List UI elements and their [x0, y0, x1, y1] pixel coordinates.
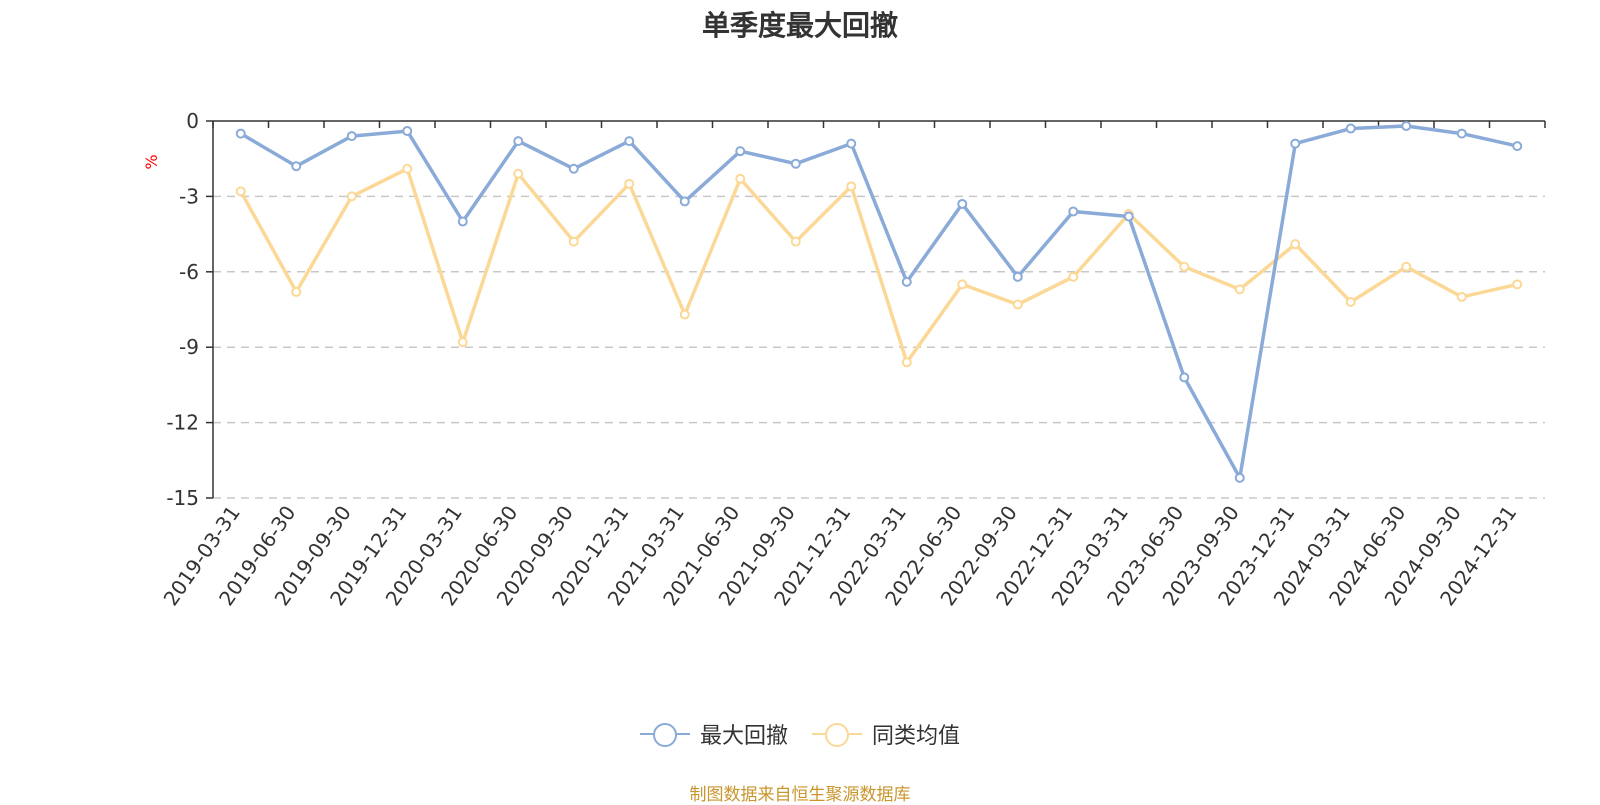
series-1-point[interactable] [1234, 472, 1245, 483]
series-1-point[interactable] [513, 136, 524, 147]
series-1-line [239, 124, 1518, 480]
series-1-point[interactable] [235, 128, 246, 139]
series-2-point[interactable] [846, 181, 857, 192]
series-1-point[interactable] [624, 136, 635, 147]
series-1-point[interactable] [957, 198, 968, 209]
series-2-point[interactable] [1401, 261, 1412, 272]
series-2-point[interactable] [1345, 296, 1356, 307]
series-1-point[interactable] [1012, 271, 1023, 282]
series-2-point[interactable] [735, 173, 746, 184]
series-2-point[interactable] [901, 357, 912, 368]
chart-title: 单季度最大回撤 [701, 9, 898, 42]
series-2-point[interactable] [513, 168, 524, 179]
series-1-point[interactable] [790, 158, 801, 169]
y-tick-label: -9 [179, 335, 199, 359]
series-2-point[interactable] [402, 163, 413, 174]
series-2-point[interactable] [568, 236, 579, 247]
series-1-point[interactable] [291, 161, 302, 172]
series-2-point[interactable] [457, 337, 468, 348]
series-1-point[interactable] [346, 131, 357, 142]
series-2-point[interactable] [957, 279, 968, 290]
series-1-point[interactable] [901, 276, 912, 287]
series-1-point[interactable] [679, 196, 690, 207]
series-1-point[interactable] [1456, 128, 1467, 139]
series-2-point[interactable] [1012, 299, 1023, 310]
series-2-point[interactable] [1068, 271, 1079, 282]
y-tick-label: -15 [166, 486, 199, 510]
legend-label-series-2: 同类均值 [872, 724, 961, 749]
series-2-line [239, 167, 1518, 365]
series-1-point[interactable] [846, 138, 857, 149]
series-2-point[interactable] [1512, 279, 1523, 290]
series-1-point[interactable] [1345, 123, 1356, 134]
line-chart: 0-3-6-9-12-152019-03-312019-06-302019-09… [142, 109, 1546, 610]
series-1-point[interactable] [1068, 206, 1079, 217]
series-2-legend-icon [812, 722, 862, 747]
series-1-point[interactable] [1512, 141, 1523, 152]
grid-lines [213, 195, 1545, 499]
legend-label-series-1: 最大回撤 [699, 724, 788, 749]
legend-item-series-1[interactable]: 最大回撤 [639, 718, 788, 750]
series-2-point[interactable] [1179, 261, 1190, 272]
series-2-point[interactable] [679, 309, 690, 320]
y-axis-label: % [142, 154, 161, 169]
series-2-point[interactable] [346, 191, 357, 202]
legend-item-series-2[interactable]: 同类均值 [812, 718, 960, 750]
series-1-point[interactable] [1123, 211, 1134, 222]
series-1-point[interactable] [735, 146, 746, 157]
source-note: 制图数据来自恒生聚源数据库 [689, 785, 911, 805]
series-2-point[interactable] [624, 178, 635, 189]
series-1-point[interactable] [1401, 121, 1412, 132]
series-2-point[interactable] [235, 186, 246, 197]
series-2-point[interactable] [1234, 284, 1245, 295]
series-1-point[interactable] [402, 126, 413, 137]
series-1-point[interactable] [1179, 372, 1190, 383]
y-tick-label: -3 [179, 184, 199, 208]
series-2-point[interactable] [1290, 239, 1301, 250]
series-1-point[interactable] [568, 163, 579, 174]
series-1-legend-icon [639, 722, 690, 747]
legend: 最大回撤 同类均值 [0, 718, 1600, 750]
y-tick-label: -6 [179, 260, 199, 284]
y-tick-label: 0 [186, 109, 199, 133]
y-tick-label: -12 [166, 411, 199, 435]
series-1-point[interactable] [1290, 138, 1301, 149]
series-2-point[interactable] [1456, 291, 1467, 302]
series-2-point[interactable] [291, 286, 302, 297]
series-lines [235, 121, 1523, 483]
series-1-point[interactable] [457, 216, 468, 227]
series-2-point[interactable] [790, 236, 801, 247]
